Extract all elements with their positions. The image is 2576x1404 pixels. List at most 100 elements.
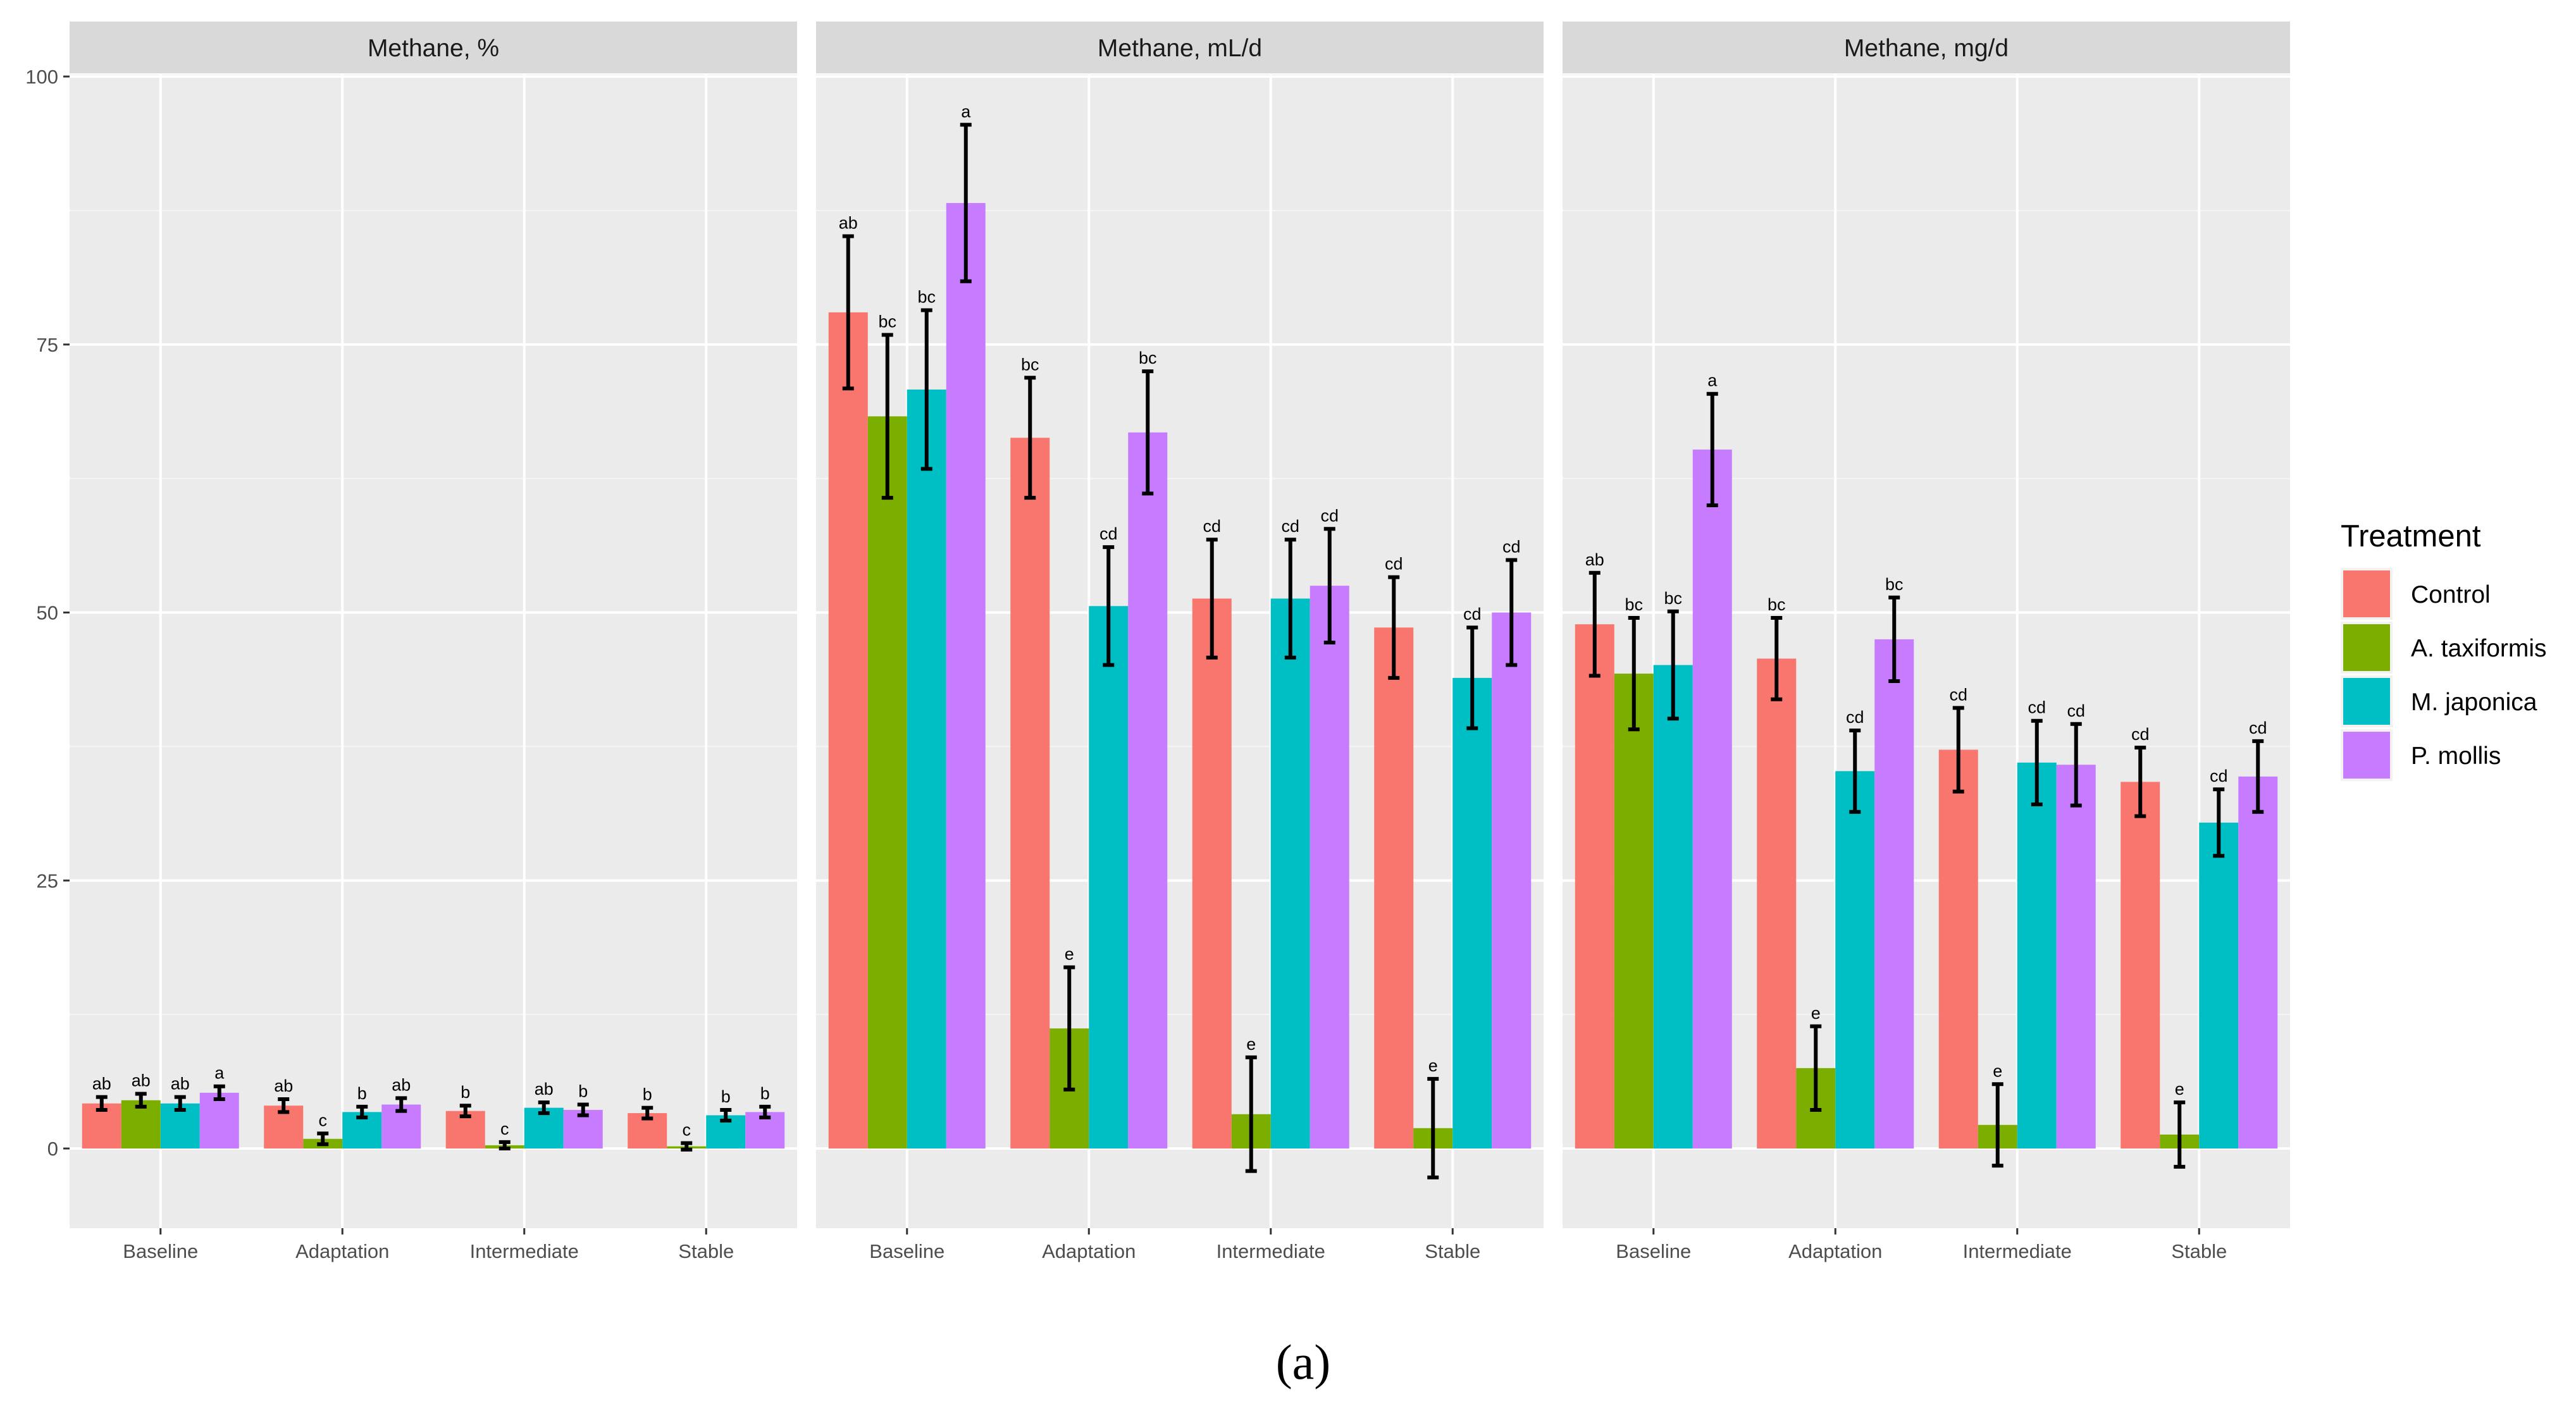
significance-label: cd bbox=[1502, 537, 1521, 556]
legend: Treatment Control A. taxiformis M. japonica… bbox=[2341, 519, 2547, 781]
significance-label: bc bbox=[917, 288, 936, 307]
significance-label: a bbox=[961, 102, 971, 121]
panel-title: Methane, % bbox=[368, 35, 499, 62]
x-tick-label: Baseline bbox=[869, 1240, 944, 1262]
y-tick-label: 100 bbox=[25, 66, 58, 88]
significance-label: ab bbox=[1585, 550, 1604, 569]
legend-swatch bbox=[2343, 732, 2390, 779]
error-bar bbox=[960, 123, 972, 283]
significance-label: cd bbox=[1949, 685, 1967, 704]
error-bar bbox=[135, 1092, 147, 1109]
x-tick-label: Stable bbox=[678, 1240, 734, 1262]
significance-label: e bbox=[1246, 1035, 1256, 1054]
legend-item: A. taxiformis bbox=[2341, 622, 2547, 674]
bar bbox=[1192, 598, 1232, 1148]
x-tick-label: Intermediate bbox=[1963, 1240, 2072, 1262]
significance-label: c bbox=[683, 1121, 691, 1140]
bar bbox=[1452, 677, 1492, 1148]
x-tick-label: Intermediate bbox=[1217, 1240, 1325, 1262]
error-bar bbox=[881, 333, 893, 500]
significance-label: bc bbox=[1139, 348, 1157, 367]
error-bar bbox=[2070, 722, 2082, 808]
significance-label: bc bbox=[1664, 589, 1682, 608]
error-bar bbox=[2174, 1100, 2186, 1169]
bar bbox=[2056, 765, 2096, 1148]
error-bar bbox=[920, 308, 932, 471]
error-bar bbox=[2031, 718, 2043, 806]
error-bar bbox=[2134, 746, 2146, 818]
error-bar bbox=[1284, 538, 1296, 660]
significance-label: b bbox=[578, 1082, 588, 1101]
error-bar bbox=[1142, 369, 1154, 496]
legend-swatch bbox=[2343, 624, 2390, 671]
x-tick-label: Stable bbox=[2171, 1240, 2227, 1262]
error-bar bbox=[459, 1104, 471, 1119]
significance-label: c bbox=[319, 1111, 328, 1130]
significance-label: bc bbox=[1625, 595, 1643, 614]
y-tick-label: 75 bbox=[37, 334, 58, 356]
error-bar bbox=[681, 1141, 693, 1152]
error-bar bbox=[1849, 728, 1861, 814]
error-bar bbox=[1706, 391, 1718, 507]
x-tick-label: Baseline bbox=[123, 1240, 198, 1262]
error-bar bbox=[538, 1100, 550, 1116]
error-bar bbox=[1810, 1024, 1822, 1112]
significance-label: b bbox=[643, 1085, 652, 1104]
chart-panels: Methane, % Baseline Adaptation Intermediate… bbox=[70, 22, 2290, 1262]
panel-2: Methane, mL/d Baseline Adaptation Intermedi… bbox=[816, 22, 1544, 1262]
significance-label: bc bbox=[1885, 575, 1904, 594]
error-bar bbox=[1206, 538, 1218, 660]
error-bar bbox=[641, 1105, 653, 1121]
error-bar bbox=[1588, 570, 1601, 678]
significance-label: cd bbox=[2131, 725, 2150, 744]
significance-label: ab bbox=[132, 1071, 151, 1090]
x-tick-label: Adaptation bbox=[1042, 1240, 1136, 1262]
legend-label: P. mollis bbox=[2411, 742, 2501, 770]
significance-label: ab bbox=[92, 1075, 111, 1093]
significance-label: cd bbox=[1846, 708, 1864, 727]
significance-label: bc bbox=[1021, 355, 1039, 374]
error-bar bbox=[213, 1084, 225, 1102]
error-bar bbox=[1024, 376, 1036, 500]
error-bar bbox=[1323, 527, 1335, 644]
significance-label: a bbox=[214, 1064, 225, 1083]
bar bbox=[1692, 449, 1732, 1148]
panel-background bbox=[70, 75, 797, 1228]
error-bar bbox=[1506, 558, 1518, 667]
error-bar bbox=[317, 1131, 329, 1147]
bar bbox=[1492, 612, 1532, 1148]
significance-label: e bbox=[2175, 1080, 2184, 1099]
error-bar bbox=[759, 1104, 771, 1119]
error-bar bbox=[1667, 609, 1679, 721]
legend-label: Control bbox=[2411, 581, 2491, 608]
x-tick-label: Intermediate bbox=[470, 1240, 579, 1262]
significance-label: cd bbox=[2067, 701, 2085, 720]
significance-label: e bbox=[1993, 1061, 2002, 1080]
significance-label: c bbox=[500, 1119, 509, 1138]
significance-label: bc bbox=[1768, 595, 1786, 614]
error-bar bbox=[498, 1140, 511, 1150]
significance-label: a bbox=[1707, 371, 1718, 390]
error-bar bbox=[1952, 706, 1964, 794]
significance-label: cd bbox=[1203, 517, 1221, 536]
error-bar bbox=[1063, 965, 1075, 1092]
significance-label: ab bbox=[535, 1080, 554, 1099]
legend-item: M. japonica bbox=[2341, 675, 2537, 727]
significance-label: cd bbox=[1385, 555, 1403, 574]
significance-label: e bbox=[1065, 945, 1074, 964]
x-tick-label: Adaptation bbox=[295, 1240, 389, 1262]
panel-strip bbox=[1563, 22, 2290, 73]
error-bar bbox=[356, 1104, 368, 1119]
significance-label: cd bbox=[2249, 718, 2267, 737]
significance-label: cd bbox=[2210, 767, 2228, 785]
bar bbox=[1614, 674, 1654, 1148]
error-bar bbox=[577, 1102, 589, 1118]
significance-label: b bbox=[461, 1083, 470, 1102]
significance-label: cd bbox=[2028, 698, 2046, 717]
error-bar bbox=[1103, 545, 1115, 667]
error-bar bbox=[174, 1095, 186, 1112]
legend-swatch bbox=[2343, 570, 2390, 617]
bar bbox=[1835, 771, 1875, 1148]
panel-title: Methane, mg/d bbox=[1844, 35, 2009, 62]
